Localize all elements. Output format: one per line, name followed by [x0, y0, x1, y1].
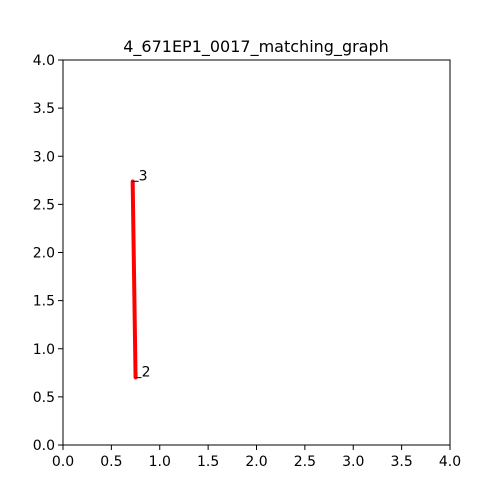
- chart-title: 4_671EP1_0017_matching_graph: [123, 37, 389, 57]
- x-tick-label: 0.5: [100, 454, 122, 470]
- edges-layer: [130, 181, 138, 378]
- y-axis: 0.0 0.5 1.0 1.5 2.0 2.5 3.0 3.5 4.0: [33, 53, 63, 454]
- x-tick-label: 3.0: [342, 454, 364, 470]
- x-tick-label: 2.5: [294, 454, 316, 470]
- x-tick-label: 3.5: [390, 454, 412, 470]
- x-tick-label: 2.0: [245, 454, 267, 470]
- nodes-layer: 32: [130, 168, 151, 381]
- y-tick-label: 1.5: [33, 294, 55, 310]
- node-label: 3: [139, 168, 148, 184]
- node-label: 2: [142, 365, 151, 381]
- plot-area-frame: [62, 59, 451, 446]
- x-tick-label: 0.0: [52, 454, 74, 470]
- graph-edge: [130, 181, 138, 378]
- y-tick-label: 3.0: [33, 149, 55, 165]
- y-tick-label: 0.0: [33, 438, 55, 454]
- x-tick-label: 4.0: [439, 454, 461, 470]
- x-axis: 0.0 0.5 1.0 1.5 2.0 2.5 3.0 3.5 4.0: [52, 445, 461, 470]
- y-tick-label: 3.5: [33, 101, 55, 117]
- y-tick-label: 2.0: [33, 246, 55, 262]
- x-tick-label: 1.0: [149, 454, 171, 470]
- y-tick-label: 1.0: [33, 342, 55, 358]
- y-tick-label: 2.5: [33, 197, 55, 213]
- x-tick-label: 1.5: [197, 454, 219, 470]
- y-tick-label: 0.5: [33, 390, 55, 406]
- y-tick-label: 4.0: [33, 53, 55, 69]
